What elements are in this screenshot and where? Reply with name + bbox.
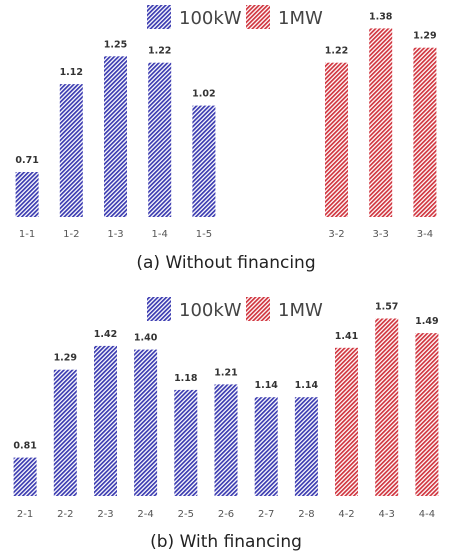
tick-label-1-5: 1-5: [196, 229, 212, 240]
value-label-2-7: 1.14: [254, 380, 278, 391]
plot-b: 0.81 2-1 1.29 2-2 1.42 2-3 1.40 2-4 1.18 2-5 1.21 2…: [13, 302, 438, 521]
value-label-1-1: 0.71: [15, 155, 38, 166]
legend-label-1mw: 1MW: [278, 8, 323, 29]
legend-a: 100kW 1MW: [147, 5, 323, 29]
bar-1-4: [148, 62, 172, 218]
tick-label-1-1: 1-1: [19, 229, 35, 240]
value-label-1-5: 1.02: [192, 89, 215, 100]
value-label-4-3: 1.57: [375, 302, 398, 313]
tick-label-2-4: 2-4: [137, 509, 153, 520]
legend-swatch-1mw: [246, 297, 270, 321]
bar-2-8: [294, 397, 318, 496]
tick-label-1-3: 1-3: [107, 229, 123, 240]
bar-2-7: [254, 397, 278, 496]
tick-label-2-3: 2-3: [97, 509, 113, 520]
tick-label-4-4: 4-4: [419, 509, 435, 520]
value-label-3-3: 1.38: [369, 11, 393, 22]
bar-2-1: [13, 457, 37, 496]
panel-a: 100kW 1MW 0.71 1-1 1.12 1-2 1.25 1-3 1.22 1-4 1.…: [15, 5, 437, 273]
legend-label-100kw: 100kW: [179, 8, 242, 29]
value-label-2-8: 1.14: [295, 380, 319, 391]
value-label-3-4: 1.29: [413, 31, 436, 42]
bar-4-4: [415, 333, 439, 496]
bar-2-2: [53, 369, 77, 496]
legend-label-100kw: 100kW: [179, 300, 242, 321]
tick-label-1-2: 1-2: [63, 229, 79, 240]
value-label-3-2: 1.22: [325, 46, 348, 57]
bar-3-2: [325, 62, 348, 218]
value-label-2-2: 1.29: [54, 353, 77, 364]
legend-b: 100kW 1MW: [147, 297, 323, 321]
bar-1-3: [104, 56, 127, 217]
tick-label-2-5: 2-5: [178, 509, 194, 520]
legend-swatch-100kw: [147, 5, 171, 29]
caption-a: (a) Without financing: [136, 253, 315, 273]
bar-4-3: [375, 318, 399, 496]
legend-label-1mw: 1MW: [278, 300, 323, 321]
bar-2-6: [214, 384, 238, 496]
value-label-1-2: 1.12: [60, 67, 83, 78]
caption-b: (b) With financing: [150, 532, 302, 552]
bar-1-2: [59, 84, 83, 217]
tick-label-2-7: 2-7: [258, 509, 274, 520]
value-label-1-3: 1.25: [104, 39, 127, 50]
bar-2-4: [134, 349, 158, 496]
tick-label-2-6: 2-6: [218, 509, 234, 520]
value-label-2-1: 0.81: [13, 441, 36, 452]
tick-label-4-3: 4-3: [379, 509, 395, 520]
tick-label-4-2: 4-2: [338, 509, 354, 520]
legend-swatch-100kw: [147, 297, 171, 321]
value-label-1-4: 1.22: [148, 46, 171, 57]
tick-label-3-2: 3-2: [328, 229, 344, 240]
value-label-2-5: 1.18: [174, 373, 198, 384]
bar-2-3: [94, 345, 117, 496]
value-label-4-4: 1.49: [415, 316, 438, 327]
value-label-2-4: 1.40: [134, 333, 158, 344]
tick-label-3-4: 3-4: [417, 229, 433, 240]
bar-3-3: [369, 28, 393, 218]
bar-1-1: [15, 172, 39, 217]
value-label-2-6: 1.21: [214, 367, 237, 378]
panel-b: 100kW 1MW 0.81 2-1 1.29 2-2 1.42 2-3 1.40 2-4 1.…: [13, 297, 439, 552]
tick-label-2-1: 2-1: [17, 509, 33, 520]
bar-3-4: [413, 47, 437, 218]
bar-4-2: [335, 347, 358, 496]
tick-label-1-4: 1-4: [152, 229, 168, 240]
legend-swatch-1mw: [246, 5, 270, 29]
bar-2-5: [174, 389, 198, 496]
tick-label-3-3: 3-3: [373, 229, 389, 240]
tick-label-2-2: 2-2: [57, 509, 73, 520]
value-label-2-3: 1.42: [94, 329, 117, 340]
bar-1-5: [192, 105, 216, 217]
tick-label-2-8: 2-8: [298, 509, 314, 520]
value-label-4-2: 1.41: [335, 331, 358, 342]
plot-a: 0.71 1-1 1.12 1-2 1.25 1-3 1.22 1-4 1.02 1-5 1.22 3…: [15, 11, 436, 240]
